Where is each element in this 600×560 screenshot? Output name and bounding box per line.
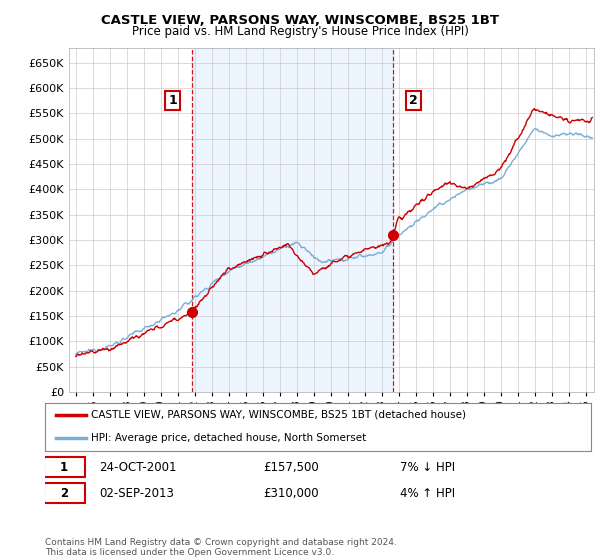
Text: 2: 2 xyxy=(60,487,68,500)
Text: £310,000: £310,000 xyxy=(263,487,319,500)
Text: HPI: Average price, detached house, North Somerset: HPI: Average price, detached house, Nort… xyxy=(91,433,367,444)
Text: CASTLE VIEW, PARSONS WAY, WINSCOMBE, BS25 1BT: CASTLE VIEW, PARSONS WAY, WINSCOMBE, BS2… xyxy=(101,14,499,27)
Text: 1: 1 xyxy=(60,460,68,474)
Text: Contains HM Land Registry data © Crown copyright and database right 2024.
This d: Contains HM Land Registry data © Crown c… xyxy=(45,538,397,557)
Text: 2: 2 xyxy=(409,94,418,108)
Text: CASTLE VIEW, PARSONS WAY, WINSCOMBE, BS25 1BT (detached house): CASTLE VIEW, PARSONS WAY, WINSCOMBE, BS2… xyxy=(91,409,466,419)
Bar xyxy=(191,48,393,392)
Text: 02-SEP-2013: 02-SEP-2013 xyxy=(100,487,175,500)
Text: 1: 1 xyxy=(168,94,177,108)
FancyBboxPatch shape xyxy=(44,457,85,477)
Text: 7% ↓ HPI: 7% ↓ HPI xyxy=(400,460,455,474)
Text: 4% ↑ HPI: 4% ↑ HPI xyxy=(400,487,455,500)
FancyBboxPatch shape xyxy=(44,483,85,503)
Text: Price paid vs. HM Land Registry's House Price Index (HPI): Price paid vs. HM Land Registry's House … xyxy=(131,25,469,38)
Text: £157,500: £157,500 xyxy=(263,460,319,474)
Text: 24-OCT-2001: 24-OCT-2001 xyxy=(100,460,177,474)
